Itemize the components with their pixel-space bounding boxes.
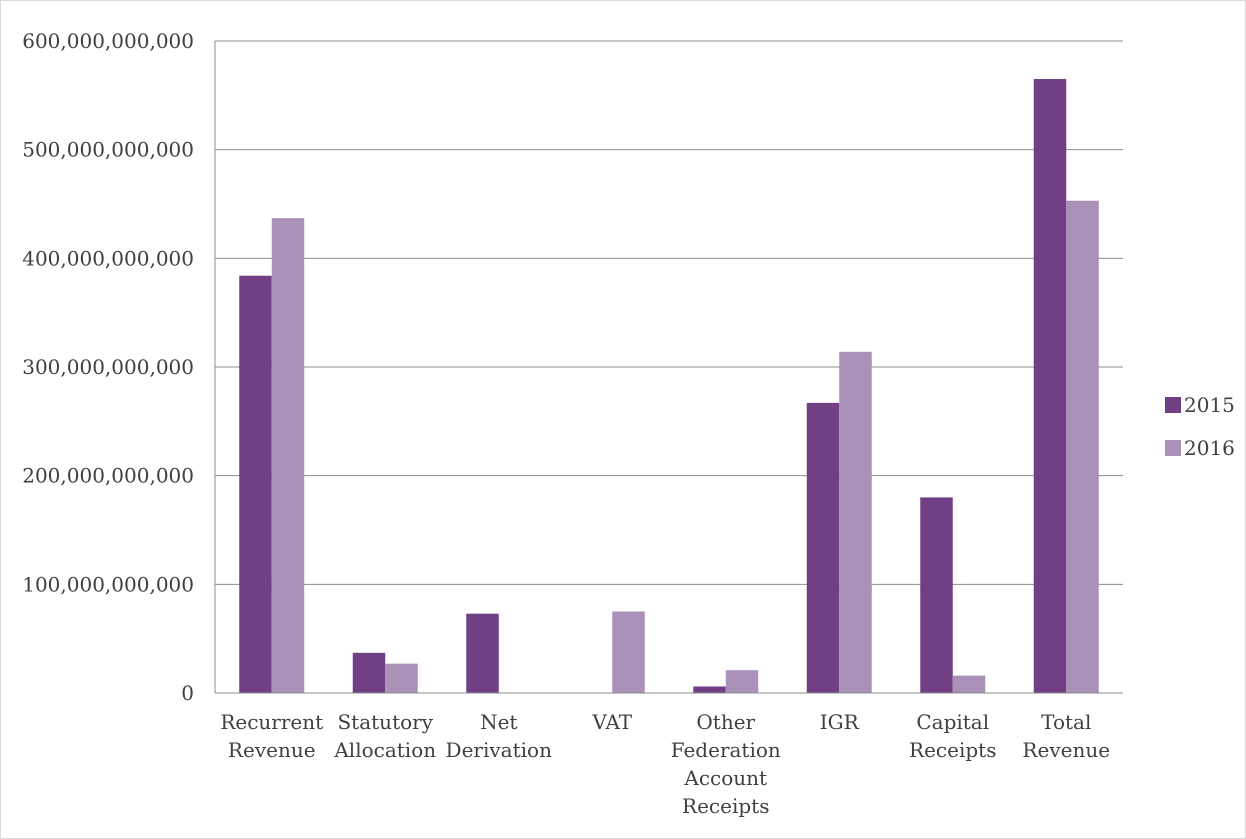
x-tick-label: Allocation: [333, 738, 436, 762]
x-tick-label: Receipts: [909, 738, 996, 762]
x-tick-label: IGR: [820, 710, 860, 734]
bar-2015-5: [806, 402, 840, 693]
x-tick-label: Revenue: [1022, 738, 1110, 762]
x-tick-label: Total: [1041, 710, 1091, 734]
x-tick-label: Account: [683, 766, 767, 790]
y-tick-label: 0: [181, 681, 194, 705]
x-tick-label: VAT: [591, 710, 632, 734]
legend: 2015 2016: [1165, 393, 1235, 460]
y-tick-label: 600,000,000,000: [22, 29, 194, 53]
bar-2016-1: [385, 663, 418, 693]
bar-2015-2: [466, 613, 499, 693]
bar-2016-3: [612, 611, 645, 693]
bar-2015-7: [1033, 79, 1067, 694]
x-tick-label: Net: [480, 710, 517, 734]
y-tick-label: 300,000,000,000: [22, 355, 194, 379]
x-axis: Recurrent Revenue Statutory Allocation Net De…: [215, 692, 1123, 818]
bar-2015-6: [920, 497, 953, 693]
legend-label: 2016: [1184, 436, 1235, 460]
y-tick-label: 500,000,000,000: [22, 138, 194, 162]
y-tick-label: 400,000,000,000: [22, 246, 194, 270]
bar-2016-6: [952, 675, 986, 693]
y-tick-label: 100,000,000,000: [22, 572, 194, 596]
bar-2016-4: [725, 670, 759, 693]
gridlines: [215, 40, 1123, 585]
legend-swatch-2016: [1165, 440, 1181, 456]
bar-2015-4: [693, 686, 726, 693]
bar-2015-0: [239, 275, 272, 693]
x-tick-label: Other: [696, 710, 755, 734]
x-tick-label: Receipts: [682, 794, 769, 818]
x-tick-label: Statutory: [337, 710, 433, 734]
bar-2016-5: [839, 351, 872, 693]
x-tick-label: Revenue: [228, 738, 316, 762]
legend-swatch-2015: [1165, 397, 1181, 413]
x-tick-label: Recurrent: [220, 710, 323, 734]
bar-2016-0: [271, 218, 305, 694]
x-tick-label: Federation: [671, 738, 781, 762]
bars: [239, 79, 1099, 694]
x-tick-label: Derivation: [446, 738, 553, 762]
y-tick-label: 200,000,000,000: [22, 464, 194, 488]
bar-2015-1: [352, 652, 386, 693]
legend-label: 2015: [1184, 393, 1235, 417]
x-tick-label: Capital: [916, 710, 989, 734]
bar-2016-7: [1066, 200, 1099, 694]
y-axis: 0 100,000,000,000 200,000,000,000 300,000,0…: [22, 29, 216, 705]
